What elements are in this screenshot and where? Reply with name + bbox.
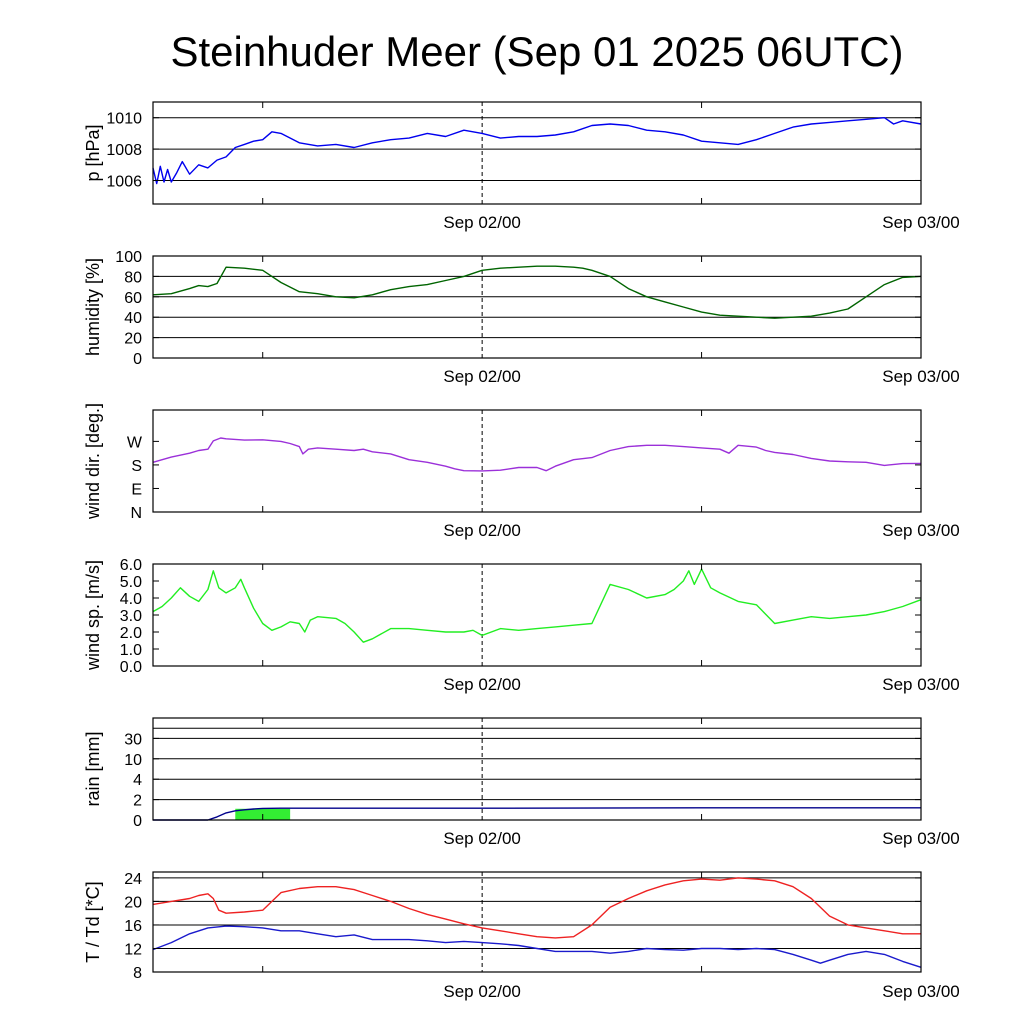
date-label: Sep 03/00: [882, 367, 960, 386]
y-tick-label: 80: [124, 269, 142, 286]
date-label: Sep 03/00: [882, 675, 960, 694]
series-line-humidity: [152, 265, 922, 319]
panel-wind_speed: 0.01.02.03.04.05.06.0 Sep 02/00 Sep 03/00 w…: [83, 557, 960, 694]
y-tick-label: 6.0: [120, 557, 142, 574]
chart-title: Steinhuder Meer (Sep 01 2025 06UTC): [170, 28, 903, 75]
y-tick-label: 8: [133, 965, 142, 982]
plot-frame: [152, 563, 922, 667]
y-tick-label: 60: [124, 290, 142, 307]
plot-frame: [152, 871, 922, 973]
date-label: Sep 02/00: [443, 367, 521, 386]
y-tick-label: 100: [115, 249, 142, 266]
y-tick-label: 4: [133, 772, 142, 789]
y-tick-label: 1.0: [120, 642, 142, 659]
date-label: Sep 03/00: [882, 982, 960, 1001]
y-tick-label: 0.0: [120, 659, 142, 676]
series-line-pressure: [152, 116, 922, 185]
plot-frame: [152, 409, 922, 513]
y-axis-title: wind sp. [m/s]: [83, 560, 103, 671]
y-tick-label: 16: [124, 918, 142, 935]
y-axis-title: p [hPa]: [83, 124, 103, 181]
panel-rain: 0 2 4 10 30 Sep 02/00 Sep 03/00 rain [mm]: [83, 717, 960, 848]
panel-pressure: 1006 1008 1010 Sep 02/00 Sep 03/00 p [hPa]: [83, 101, 960, 232]
series-line-t: [152, 877, 921, 939]
y-tick-label: 2.0: [120, 625, 142, 642]
date-label: Sep 02/00: [443, 829, 521, 848]
y-tick-label: 40: [124, 310, 142, 327]
plot-frame: [152, 101, 922, 205]
y-tick-label: 20: [124, 331, 142, 348]
y-axis-title: humidity [%]: [83, 258, 103, 356]
date-label: Sep 03/00: [882, 521, 960, 540]
y-tick-label: E: [131, 481, 142, 498]
panel-humidity: 0 20 40 60 80 100 Sep 02/00 Sep 03/00 humidity […: [83, 249, 960, 386]
date-label: Sep 02/00: [443, 213, 521, 232]
y-tick-label: W: [127, 434, 143, 451]
date-label: Sep 03/00: [882, 213, 960, 232]
y-axis-title: rain [mm]: [83, 731, 103, 806]
y-tick-label: 1006: [106, 173, 142, 190]
y-axis-title: wind dir. [deg.]: [83, 403, 103, 520]
y-tick-label: 4.0: [120, 591, 142, 608]
y-tick-label: 0: [133, 351, 142, 368]
y-tick-label: 10: [124, 752, 142, 769]
y-tick-label: 24: [124, 871, 142, 888]
y-tick-label: 1008: [106, 142, 142, 159]
series-line-wind-speed: [152, 568, 922, 643]
y-tick-label: S: [131, 458, 142, 475]
date-label: Sep 03/00: [882, 829, 960, 848]
y-tick-label: 1010: [106, 111, 142, 128]
y-tick-label: 0: [133, 813, 142, 830]
date-label: Sep 02/00: [443, 982, 521, 1001]
date-label: Sep 02/00: [443, 675, 521, 694]
y-tick-label: 30: [124, 731, 142, 748]
y-tick-label: 12: [124, 941, 142, 958]
y-tick-label: 20: [124, 894, 142, 911]
y-axis-title: T / Td [*C]: [83, 881, 103, 962]
plot-frame: [152, 717, 922, 821]
y-tick-label: 2: [133, 793, 142, 810]
y-tick-label: 5.0: [120, 574, 142, 591]
date-label: Sep 02/00: [443, 521, 521, 540]
series-line-wind-direction: [152, 437, 922, 472]
y-tick-label: N: [130, 505, 142, 522]
plot-frame: [152, 255, 922, 359]
y-tick-label: 3.0: [120, 608, 142, 625]
panel-temperature: 8 12 16 20 24 Sep 02/00 Sep 03/00 T / Td [*C]: [83, 871, 960, 1001]
series-line-accumulated-rain: [153, 807, 921, 821]
series-line-td: [152, 925, 922, 968]
